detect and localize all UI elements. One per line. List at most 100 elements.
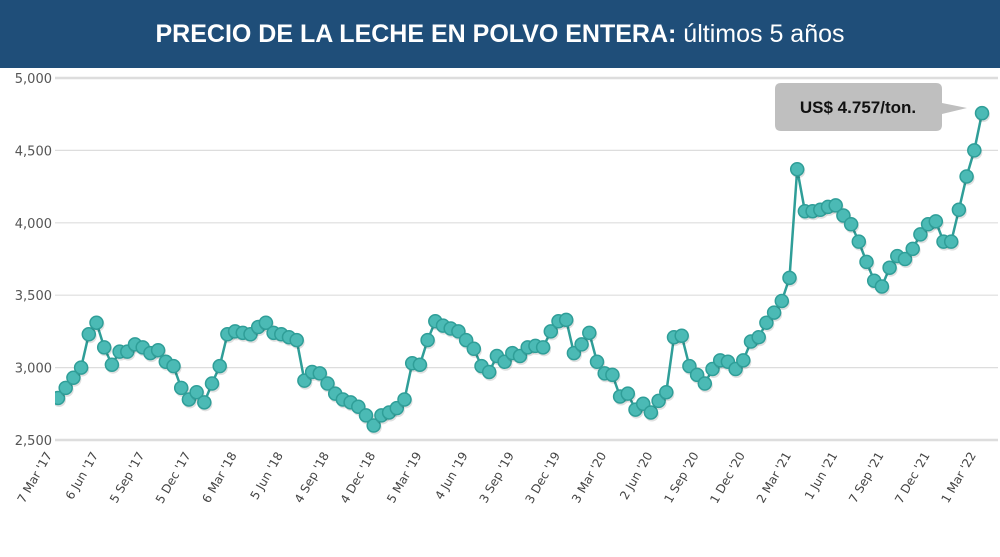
y-tick-label: 2,500 bbox=[15, 434, 52, 449]
x-tick-label: 7 Dec '21 bbox=[892, 450, 933, 506]
y-tick-label: 3,000 bbox=[15, 362, 52, 377]
x-tick-label: 3 Sep '19 bbox=[477, 450, 517, 506]
data-point bbox=[173, 380, 189, 396]
data-point bbox=[397, 392, 412, 407]
data-point bbox=[574, 337, 589, 352]
data-point bbox=[859, 254, 874, 270]
data-point bbox=[212, 358, 227, 374]
x-tick-label: 4 Jun '19 bbox=[432, 449, 470, 502]
data-point bbox=[905, 241, 920, 257]
x-tick-label: 5 Dec '17 bbox=[153, 450, 194, 506]
price-callout: US$ 4.757/ton. bbox=[775, 83, 967, 131]
x-tick-label: 3 Mar '20 bbox=[569, 450, 609, 506]
data-point bbox=[913, 227, 928, 242]
x-tick-label: 4 Dec '18 bbox=[338, 450, 379, 506]
data-point bbox=[974, 105, 990, 121]
data-point bbox=[412, 357, 428, 372]
data-point bbox=[951, 202, 967, 218]
data-point bbox=[582, 325, 597, 341]
data-point bbox=[782, 270, 797, 286]
data-point bbox=[828, 198, 843, 213]
y-tick-label: 5,000 bbox=[15, 72, 52, 87]
data-point bbox=[197, 395, 212, 410]
x-tick-label: 1 Dec '20 bbox=[707, 450, 748, 506]
data-point bbox=[420, 332, 435, 348]
data-point bbox=[736, 353, 751, 368]
data-point bbox=[959, 169, 974, 184]
data-point bbox=[659, 384, 674, 400]
data-point bbox=[466, 341, 482, 357]
data-point bbox=[81, 327, 97, 342]
data-point bbox=[943, 234, 959, 249]
y-tick-label: 3,500 bbox=[15, 289, 52, 304]
y-tick-label: 4,500 bbox=[15, 144, 52, 159]
title-subtitle: últimos 5 años bbox=[676, 19, 845, 48]
x-tick-label: 1 Sep '20 bbox=[661, 450, 701, 506]
x-tick-label: 5 Jun '18 bbox=[247, 450, 285, 503]
x-tick-label: 6 Jun '17 bbox=[63, 450, 101, 503]
y-tick-label: 4,000 bbox=[15, 217, 52, 232]
x-tick-label: 5 Mar '19 bbox=[384, 450, 424, 506]
data-point bbox=[697, 376, 713, 391]
x-tick-label: 7 Sep '21 bbox=[846, 450, 886, 506]
data-point bbox=[558, 312, 574, 328]
data-point bbox=[258, 315, 274, 330]
x-tick-label: 3 Dec '19 bbox=[522, 450, 563, 506]
data-point bbox=[759, 315, 774, 330]
data-point bbox=[96, 340, 112, 355]
data-point bbox=[967, 143, 982, 158]
data-point bbox=[774, 293, 790, 309]
data-point bbox=[166, 358, 181, 374]
data-point bbox=[674, 328, 689, 343]
data-point bbox=[751, 329, 766, 345]
price-series bbox=[55, 105, 990, 435]
data-point bbox=[289, 332, 304, 348]
data-point bbox=[897, 251, 913, 267]
x-tick-label: 2 Mar '21 bbox=[754, 450, 794, 506]
x-tick-label: 2 Jun '20 bbox=[617, 450, 655, 503]
data-point bbox=[73, 360, 89, 375]
data-point bbox=[928, 214, 944, 229]
data-point bbox=[66, 370, 81, 385]
x-tick-label: 5 Sep '17 bbox=[107, 450, 147, 506]
data-point bbox=[543, 324, 559, 339]
callout-bubble bbox=[775, 83, 967, 131]
data-point bbox=[620, 386, 636, 401]
data-point bbox=[89, 315, 104, 330]
gridlines bbox=[55, 76, 998, 442]
chart-title: PRECIO DE LA LECHE EN POLVO ENTERA: últi… bbox=[155, 20, 844, 49]
data-point bbox=[535, 340, 551, 355]
x-tick-label: 1 Jun '21 bbox=[802, 450, 840, 503]
data-point bbox=[882, 260, 897, 275]
x-tick-label: 1 Mar '22 bbox=[939, 450, 979, 506]
title-bar: PRECIO DE LA LECHE EN POLVO ENTERA: últi… bbox=[0, 0, 1000, 68]
data-point bbox=[366, 418, 381, 433]
x-axis-ticks: 7 Mar '17 6 Jun '17 5 Sep '17 5 Dec '17 6 Ma… bbox=[15, 449, 979, 505]
data-point bbox=[189, 384, 204, 400]
data-point bbox=[358, 408, 374, 423]
data-point bbox=[481, 364, 497, 380]
data-point bbox=[204, 376, 220, 391]
x-tick-label: 6 Mar '18 bbox=[199, 450, 239, 506]
title-bold: PRECIO DE LA LECHE EN POLVO ENTERA: bbox=[155, 19, 677, 48]
callout-label: US$ 4.757/ton. bbox=[800, 98, 916, 117]
x-tick-label: 7 Mar '17 bbox=[15, 450, 55, 506]
data-point bbox=[874, 279, 890, 294]
data-point bbox=[766, 305, 782, 320]
x-tick-label: 4 Sep '18 bbox=[292, 450, 332, 506]
data-point bbox=[789, 161, 805, 177]
data-point bbox=[605, 367, 620, 383]
data-point bbox=[55, 391, 58, 403]
data-point bbox=[55, 390, 66, 406]
data-point bbox=[320, 376, 335, 391]
data-point bbox=[104, 357, 120, 372]
y-axis-ticks: 2,500 3,000 3,500 4,000 4,500 5,000 bbox=[15, 72, 52, 449]
data-point bbox=[58, 380, 73, 396]
data-point bbox=[851, 234, 867, 249]
data-point bbox=[589, 354, 605, 370]
series-line bbox=[55, 112, 984, 428]
data-point bbox=[843, 216, 859, 232]
data-point bbox=[643, 405, 659, 420]
data-point bbox=[312, 366, 328, 381]
